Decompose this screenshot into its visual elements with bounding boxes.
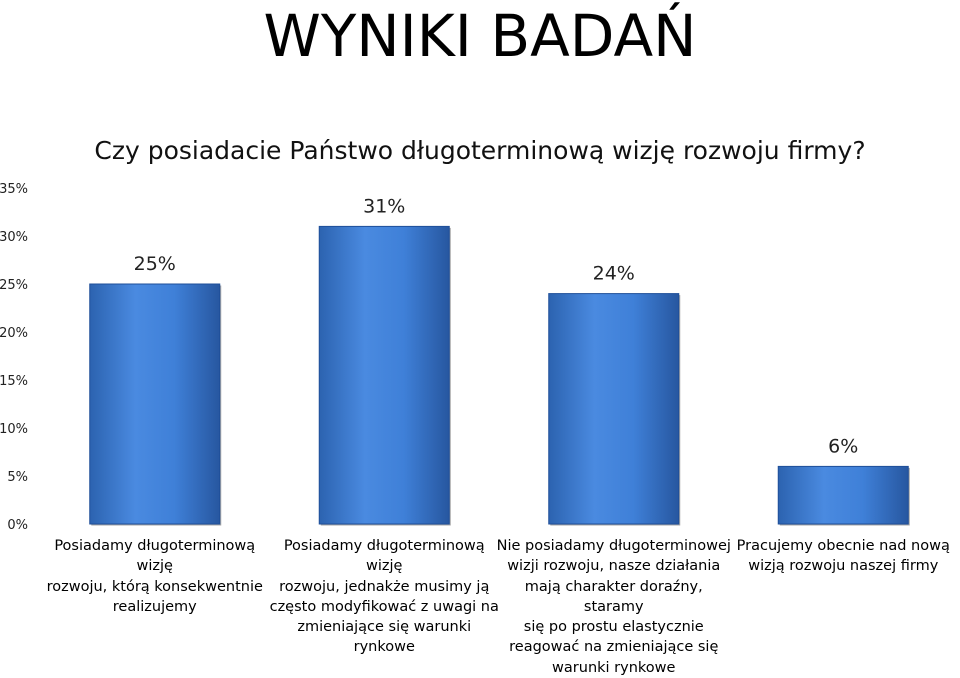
slide-title: WYNIKI BADAŃ xyxy=(263,2,697,70)
category-label-line: realizujemy xyxy=(112,598,197,615)
category-label-line: rozwoju, jednakże musimy ją xyxy=(279,578,490,595)
category-label-line: Nie posiadamy długoterminowej xyxy=(496,538,731,554)
category-label: Posiadamy długoterminową wizję rozwoju, k… xyxy=(37,536,273,617)
category-label: Nie posiadamy długoterminowej wizji rozwo… xyxy=(496,536,732,678)
bar xyxy=(318,225,450,525)
category-label-line: Pracujemy obecnie nad nową xyxy=(736,538,950,554)
category-label-line: Posiadamy długoterminową wizję xyxy=(54,538,256,575)
category-label-line: warunki rynkowe xyxy=(552,659,676,676)
data-label: 6% xyxy=(828,435,858,457)
y-tick-label: 0% xyxy=(7,518,28,533)
y-tick-label: 30% xyxy=(0,230,28,245)
category-label-line: reagować na zmieniające się xyxy=(509,639,719,656)
category-label-line: zmieniające się warunki rynkowe xyxy=(297,619,472,656)
data-label: 31% xyxy=(363,195,405,217)
category-label: Pracujemy obecnie nad nową wizją rozwoju … xyxy=(725,536,960,577)
category-label-line: mają charakter doraźny, staramy xyxy=(524,578,703,615)
y-tick-label: 20% xyxy=(0,326,28,341)
y-tick-label: 10% xyxy=(0,422,28,437)
data-label: 25% xyxy=(134,253,176,275)
bar xyxy=(548,293,680,525)
y-tick-label: 15% xyxy=(0,374,28,389)
data-label: 24% xyxy=(593,263,635,285)
category-label-line: często modyfikować z uwagi na xyxy=(269,598,499,615)
y-tick-label: 35% xyxy=(0,182,28,197)
category-label-line: wizją rozwoju naszej firmy xyxy=(748,558,939,575)
category-label: Posiadamy długoterminową wizję rozwoju, j… xyxy=(266,536,502,658)
category-label-line: wizji rozwoju, nasze działania xyxy=(507,558,721,575)
category-label-line: rozwoju, którą konsekwentnie xyxy=(46,578,263,595)
category-label-line: Posiadamy długoterminową wizję xyxy=(283,538,485,575)
category-label-line: się po prostu elastycznie xyxy=(523,619,704,636)
chart-title: Czy posiadacie Państwo długoterminową wi… xyxy=(94,136,866,165)
y-tick-label: 5% xyxy=(7,470,28,485)
bar xyxy=(777,465,909,525)
bar-chart: 0% 5% 10% 15% 20% 25% 30% 35% 25% 31% 24% 6% xyxy=(0,182,910,533)
y-tick-label: 25% xyxy=(0,278,28,293)
bar xyxy=(89,283,221,525)
